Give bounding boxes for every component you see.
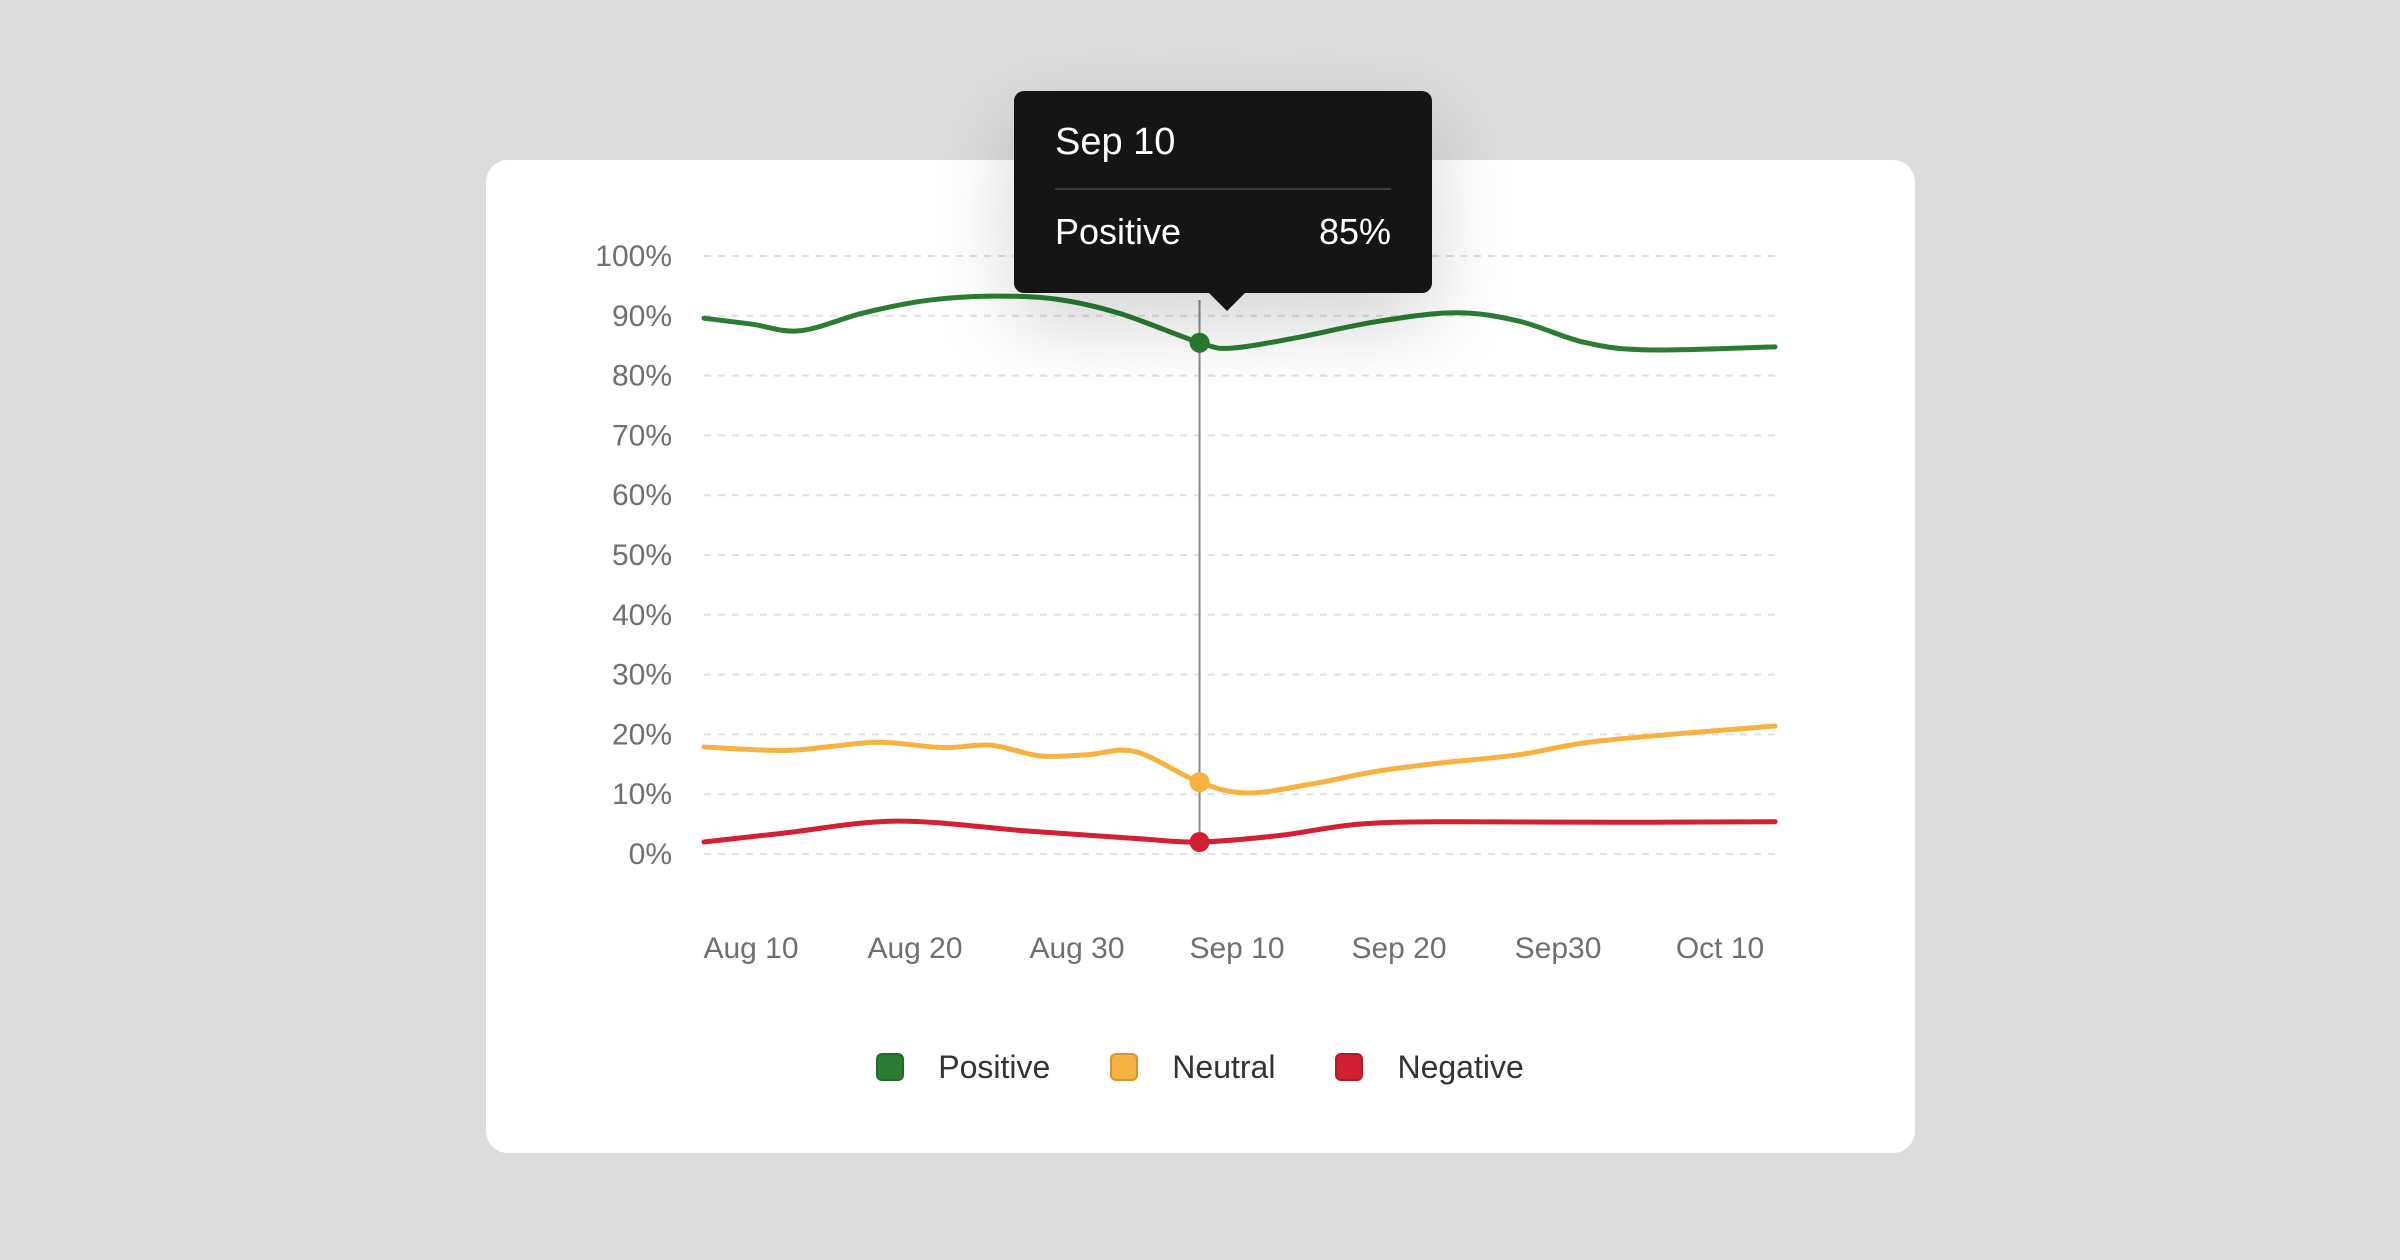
chart-legend: Positive Neutral Negative: [0, 1042, 2400, 1092]
legend-swatch-neutral: [1110, 1053, 1139, 1081]
series-lines: [701, 293, 1778, 845]
y-tick-label: 20%: [612, 718, 672, 751]
y-tick-label: 50%: [612, 539, 672, 572]
legend-label-negative: Negative: [1397, 1048, 1524, 1085]
y-tick-label: 80%: [612, 360, 672, 393]
legend-swatch-positive: [876, 1053, 905, 1081]
tooltip-date: Sep 10: [1055, 121, 1176, 163]
y-axis-ticks: 0% 10% 20% 30% 40% 50% 60% 70% 80% 90% 100%: [595, 240, 672, 871]
y-tick-label: 10%: [612, 778, 672, 811]
y-tick-label: 0%: [629, 838, 672, 871]
legend-label-positive: Positive: [938, 1048, 1051, 1085]
tooltip-series-value: 85%: [1318, 211, 1391, 252]
x-tick-label: Oct 10: [1676, 932, 1764, 965]
tooltip-series-name: Positive: [1055, 211, 1182, 252]
x-tick-label: Aug 30: [1029, 932, 1124, 965]
y-tick-label: 90%: [612, 300, 672, 333]
x-tick-label: Sep 20: [1351, 932, 1446, 965]
legend-label-neutral: Neutral: [1172, 1048, 1276, 1085]
highlight-markers: [1189, 332, 1210, 853]
series-line-neutral: [701, 723, 1778, 796]
y-tick-label: 100%: [595, 240, 672, 273]
x-tick-label: Aug 10: [703, 932, 798, 965]
y-tick-label: 70%: [612, 419, 672, 452]
series-line-negative: [701, 818, 1778, 845]
hover-tooltip: Sep 10 Positive 85%: [1014, 91, 1432, 311]
y-tick-label: 40%: [612, 599, 672, 632]
y-tick-label: 60%: [612, 479, 672, 512]
x-axis-ticks: Aug 10 Aug 20 Aug 30 Sep 10 Sep 20 Sep30 Oct 1…: [703, 932, 1764, 965]
highlight-point-neutral[interactable]: [1189, 772, 1210, 793]
x-tick-label: Aug 20: [867, 932, 962, 965]
highlight-point-positive[interactable]: [1189, 332, 1210, 353]
highlight-point-negative[interactable]: [1189, 832, 1210, 853]
legend-swatch-negative: [1335, 1053, 1364, 1081]
x-tick-label: Sep 10: [1189, 932, 1284, 965]
legend-item-positive[interactable]: Positive: [876, 1049, 1050, 1086]
x-tick-label: Sep30: [1515, 932, 1602, 965]
y-tick-label: 30%: [612, 659, 672, 692]
tooltip-divider: [1055, 188, 1391, 190]
legend-item-neutral[interactable]: Neutral: [1110, 1049, 1275, 1086]
legend-item-negative[interactable]: Negative: [1335, 1048, 1524, 1086]
